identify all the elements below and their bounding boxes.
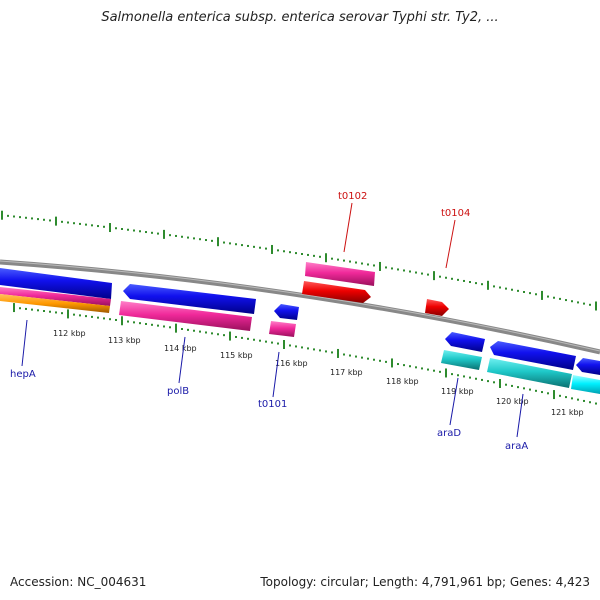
gene-label-araD[interactable]: araD (437, 428, 461, 439)
scale-labels: 112 kbp 113 kbp 114 kbp 115 kbp 116 kbp … (53, 329, 584, 417)
genome-summary-text: Topology: circular; Length: 4,791,961 bp… (260, 575, 590, 589)
scale-label-115: 115 kbp (220, 351, 253, 360)
scale-label-121: 121 kbp (551, 408, 584, 417)
gene-label-hepA[interactable]: hepA (10, 369, 36, 380)
gene-label-polB[interactable]: polB (167, 386, 189, 397)
leader-araD (449, 377, 459, 426)
gene-label-leaders (21, 202, 524, 438)
leader-t0101 (272, 351, 280, 398)
gene-label-t0101[interactable]: t0101 (258, 399, 287, 410)
forward-strand-genes (302, 262, 449, 316)
reverse-strand-genes (0, 268, 600, 394)
scale-label-116: 116 kbp (275, 359, 308, 368)
gene-araA-blue[interactable] (490, 341, 576, 370)
map-title: Salmonella enterica subsp. enterica sero… (101, 10, 499, 25)
gene-labels: hepA polB t0101 araD araA t0102 t0104 (10, 191, 528, 452)
gene-t0101-blue[interactable] (274, 304, 299, 320)
gene-araD-teal[interactable] (441, 350, 482, 370)
gene-t0102-pink[interactable] (305, 262, 375, 286)
gene-t0101-pink[interactable] (269, 321, 296, 337)
scale-label-113: 113 kbp (108, 336, 141, 345)
gene-araA-teal[interactable] (487, 358, 572, 388)
gene-hepA-pink[interactable] (0, 287, 111, 306)
leader-araA (516, 393, 524, 438)
genome-backbone-highlight (0, 260, 600, 352)
gene-polB-blue[interactable] (123, 284, 256, 314)
gene-edge-blue[interactable] (576, 358, 600, 375)
gene-edge-cyan[interactable] (571, 375, 600, 394)
gene-label-araA[interactable]: araA (505, 441, 528, 452)
gene-t0104-red[interactable] (425, 299, 449, 316)
leader-polB (178, 336, 186, 384)
scale-label-120: 120 kbp (496, 397, 529, 406)
leader-hepA (21, 319, 28, 367)
leader-t0102 (343, 202, 353, 253)
genome-backbone (0, 259, 600, 355)
gene-label-t0102[interactable]: t0102 (338, 191, 367, 202)
scale-label-117: 117 kbp (330, 368, 363, 377)
gene-araD-blue[interactable] (445, 332, 485, 352)
gene-hepA-blue[interactable] (0, 268, 112, 299)
outer-tick-ring (1, 210, 597, 311)
gene-polB-pink[interactable] (119, 301, 252, 331)
inner-tick-ring (13, 303, 597, 405)
accession-text: Accession: NC_004631 (10, 575, 147, 589)
gene-t0102-red[interactable] (302, 281, 371, 303)
scale-label-114: 114 kbp (164, 344, 197, 353)
gene-hepA-orange[interactable] (0, 294, 110, 313)
scale-label-119: 119 kbp (441, 387, 474, 396)
leader-t0104 (445, 219, 456, 269)
scale-label-118: 118 kbp (386, 377, 419, 386)
gene-label-t0104[interactable]: t0104 (441, 208, 470, 219)
scale-label-112: 112 kbp (53, 329, 86, 338)
